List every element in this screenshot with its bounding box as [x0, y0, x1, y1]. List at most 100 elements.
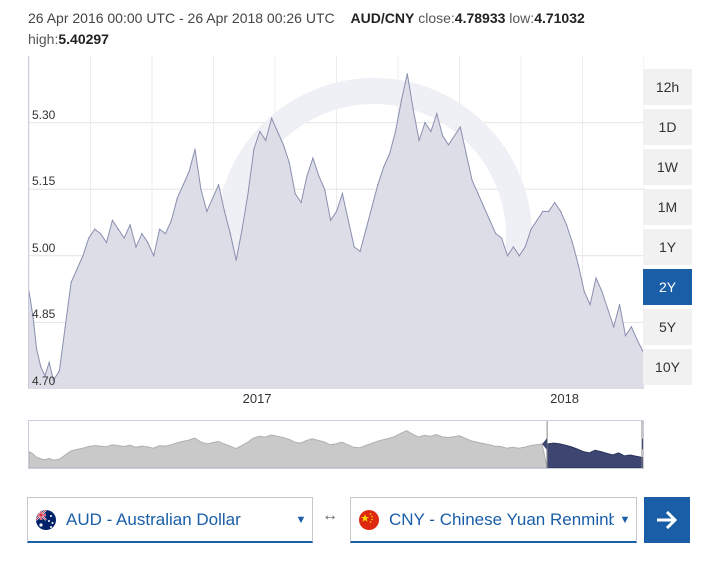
china-flag-icon [359, 509, 379, 530]
data-point [94, 228, 96, 230]
data-point [88, 237, 90, 239]
data-point [253, 148, 255, 150]
data-point [453, 135, 456, 137]
data-point [117, 228, 119, 230]
data-point [447, 144, 450, 146]
data-points [29, 73, 644, 381]
navigator-area-unselected [28, 430, 548, 469]
data-point [595, 277, 597, 279]
data-point [247, 193, 249, 195]
range-button-1w[interactable]: 1W [643, 149, 692, 185]
data-point [29, 290, 30, 292]
data-point [512, 246, 515, 248]
convert-button[interactable] [644, 497, 690, 543]
date-range: 26 Apr 2016 00:00 UTC - 26 Apr 2018 00:2… [28, 10, 335, 26]
data-point [58, 370, 60, 372]
data-point [288, 161, 290, 164]
rate-chart[interactable] [29, 56, 644, 389]
data-point [583, 290, 585, 292]
navigator-area-selected [546, 442, 644, 469]
range-button-1m[interactable]: 1M [643, 189, 692, 225]
data-point [601, 290, 603, 292]
range-button-1y[interactable]: 1Y [643, 229, 692, 265]
data-point [48, 361, 50, 363]
data-point [135, 246, 137, 248]
data-point [123, 237, 125, 239]
data-point [400, 99, 402, 101]
range-selector: 12h 1D 1W 1M 1Y 2Y 5Y 10Y [643, 69, 692, 389]
data-point [542, 210, 544, 212]
data-point [164, 233, 167, 235]
low-label: low: [509, 10, 535, 26]
data-point [35, 348, 38, 350]
y-tick-label: 4.70 [32, 374, 56, 388]
data-point [282, 144, 285, 146]
data-point [630, 326, 632, 328]
data-point [294, 193, 296, 195]
data-point [158, 228, 161, 230]
range-button-2y[interactable]: 2Y [643, 269, 692, 305]
swap-icon[interactable]: ↔ [322, 507, 338, 524]
data-point [394, 130, 397, 133]
australia-flag-icon [36, 509, 56, 530]
from-currency-select[interactable]: AUD - Australian Dollar ▼ [27, 497, 313, 543]
data-point [559, 210, 562, 212]
data-point [383, 166, 385, 168]
data-point [300, 201, 302, 204]
data-point [32, 317, 34, 319]
rate-area [29, 73, 644, 389]
data-point [194, 148, 196, 150]
low-value: 4.71032 [534, 10, 585, 26]
data-point [377, 184, 379, 186]
data-point [365, 228, 367, 230]
chart-header: 26 Apr 2016 00:00 UTC - 26 Apr 2018 00:2… [28, 8, 688, 50]
data-point [613, 326, 615, 328]
data-point [483, 206, 485, 208]
data-point [44, 375, 46, 377]
chevron-down-icon: ▼ [295, 513, 307, 526]
currency-pair: AUD/CNY [350, 10, 415, 26]
data-point [636, 339, 638, 341]
data-point [436, 113, 438, 115]
range-button-10y[interactable]: 10Y [643, 349, 692, 385]
data-point [40, 366, 42, 368]
data-point [501, 237, 503, 239]
y-tick-label: 4.85 [32, 307, 56, 322]
data-point [229, 233, 231, 235]
data-point [182, 184, 184, 186]
data-point [477, 193, 479, 195]
data-point [577, 264, 579, 266]
data-point [265, 139, 267, 141]
data-point [412, 108, 414, 110]
navigator-chart[interactable] [28, 421, 647, 469]
to-currency-label: CNY - Chinese Yuan Renminbi [389, 509, 614, 529]
data-point [371, 206, 373, 208]
chart-plot-area[interactable] [28, 56, 644, 389]
chart-navigator[interactable] [28, 420, 647, 469]
high-value: 5.40297 [58, 31, 109, 47]
data-point [111, 219, 114, 221]
range-button-12h[interactable]: 12h [643, 69, 692, 105]
range-button-1d[interactable]: 1D [643, 109, 692, 145]
data-point [353, 246, 355, 248]
data-point [459, 126, 461, 128]
data-point [554, 201, 556, 204]
to-currency-select[interactable]: CNY - Chinese Yuan Renminbi ▼ [350, 497, 637, 543]
data-point [147, 241, 149, 244]
data-point [430, 130, 432, 133]
navigator-left-handle [542, 438, 548, 450]
data-point [271, 117, 273, 119]
navigator-right-handle [642, 438, 647, 450]
x-tick-label: 2017 [242, 391, 272, 406]
data-point [176, 197, 178, 199]
range-button-5y[interactable]: 5Y [643, 309, 692, 345]
data-point [424, 122, 426, 124]
data-point [388, 153, 391, 155]
data-point [335, 210, 338, 212]
data-point [129, 224, 131, 226]
data-point [141, 233, 143, 235]
x-tick-label: 2018 [550, 391, 580, 406]
high-label: high: [28, 31, 59, 47]
data-point [276, 130, 279, 133]
close-value: 4.78933 [454, 10, 506, 26]
